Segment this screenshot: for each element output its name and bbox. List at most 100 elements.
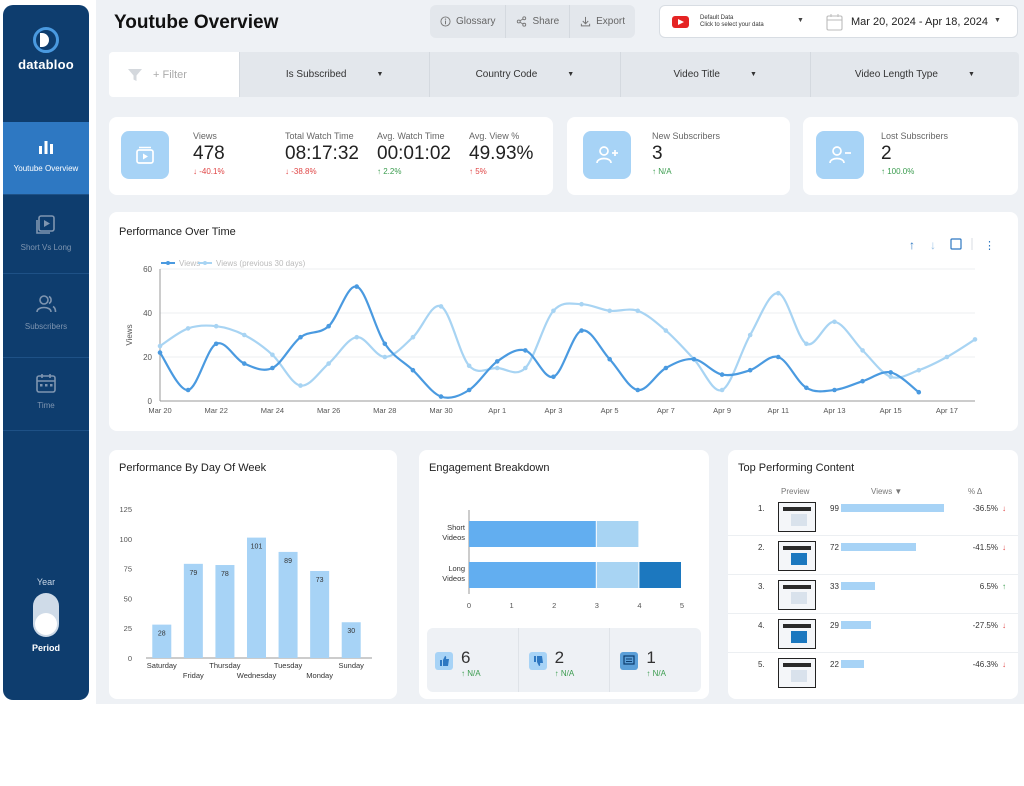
data-point[interactable] <box>298 383 303 388</box>
sort-descending-icon[interactable]: ↓ <box>930 238 936 252</box>
table-row[interactable]: 5. 22 -46.3% ↓ <box>728 658 1018 692</box>
data-point[interactable] <box>494 365 500 371</box>
video-thumbnail[interactable] <box>778 502 816 532</box>
data-point[interactable] <box>157 350 163 355</box>
bar[interactable] <box>278 551 298 658</box>
data-point[interactable] <box>860 378 865 384</box>
filter-is-subscribed[interactable]: Is Subscribed ▼ <box>239 52 430 97</box>
data-point[interactable] <box>579 328 584 333</box>
caret-down-icon[interactable]: ▼ <box>994 17 1001 24</box>
data-point[interactable] <box>185 387 191 393</box>
stacked-bar-segment[interactable] <box>469 521 596 547</box>
sidebar-item-youtube-overview[interactable]: Youtube Overview <box>3 122 89 194</box>
data-point[interactable] <box>242 332 247 338</box>
toggle-switch[interactable] <box>33 593 59 637</box>
column-header-pct[interactable]: % Δ <box>968 487 983 496</box>
data-point[interactable] <box>438 304 444 309</box>
data-point[interactable] <box>888 370 893 375</box>
data-point[interactable] <box>832 319 837 325</box>
share-button[interactable]: Share <box>506 5 571 38</box>
add-filter-button[interactable]: + Filter <box>109 52 239 97</box>
data-point[interactable] <box>916 367 922 373</box>
data-point[interactable] <box>832 387 837 393</box>
video-thumbnail[interactable] <box>778 619 816 649</box>
column-header-views[interactable]: Views ▼ <box>871 487 902 496</box>
toggle-knob[interactable] <box>35 613 57 635</box>
stacked-bar-segment[interactable] <box>639 562 681 588</box>
bar[interactable] <box>183 563 203 658</box>
data-point[interactable] <box>607 308 612 314</box>
data-point[interactable] <box>438 394 444 399</box>
bar[interactable] <box>152 624 172 658</box>
filter-country-code[interactable]: Country Code ▼ <box>429 52 620 97</box>
data-point[interactable] <box>916 389 922 395</box>
sidebar-item-short-vs-long[interactable]: Short Vs Long <box>3 199 89 271</box>
stacked-bar-segment[interactable] <box>596 562 639 588</box>
data-point[interactable] <box>523 348 528 353</box>
data-point[interactable] <box>494 359 500 364</box>
data-point[interactable] <box>466 363 472 369</box>
data-point[interactable] <box>719 372 725 377</box>
data-point[interactable] <box>270 352 275 358</box>
export-button[interactable]: Export <box>570 5 635 38</box>
data-point[interactable] <box>860 348 865 353</box>
data-point[interactable] <box>157 343 163 349</box>
stacked-bar-segment[interactable] <box>469 562 596 588</box>
bar[interactable] <box>310 570 330 658</box>
data-point[interactable] <box>466 387 472 393</box>
data-point[interactable] <box>775 354 781 360</box>
column-header-preview[interactable]: Preview <box>781 487 810 496</box>
more-options-icon[interactable]: ⋮ <box>984 240 995 252</box>
data-point[interactable] <box>523 365 528 371</box>
data-point[interactable] <box>551 308 556 314</box>
data-point[interactable] <box>382 354 388 360</box>
date-range-picker[interactable]: Mar 20, 2024 - Apr 18, 2024 <box>851 16 988 28</box>
data-point[interactable] <box>747 332 753 338</box>
bar[interactable] <box>341 622 361 658</box>
chart-edit-icon[interactable] <box>950 238 962 250</box>
data-point[interactable] <box>804 385 809 391</box>
data-point[interactable] <box>354 334 360 340</box>
bar[interactable] <box>215 565 235 658</box>
video-thumbnail[interactable] <box>778 541 816 571</box>
data-point[interactable] <box>213 323 219 329</box>
video-thumbnail[interactable] <box>778 658 816 688</box>
data-point[interactable] <box>326 323 331 329</box>
data-point[interactable] <box>775 290 781 296</box>
table-row[interactable]: 2. 72 -41.5% ↓ <box>728 541 1018 575</box>
table-row[interactable]: 4. 29 -27.5% ↓ <box>728 619 1018 653</box>
data-point[interactable] <box>719 387 725 393</box>
stacked-bar-segment[interactable] <box>596 521 639 547</box>
data-point[interactable] <box>635 387 641 393</box>
data-point[interactable] <box>888 374 893 380</box>
data-point[interactable] <box>691 356 697 362</box>
legend-label[interactable]: Views (previous 30 days) <box>216 259 306 268</box>
data-source-selector[interactable]: Default Data Click to select your data <box>700 15 764 29</box>
data-point[interactable] <box>382 341 388 347</box>
filter-video-length-type[interactable]: Video Length Type ▼ <box>809 52 1019 97</box>
data-point[interactable] <box>551 374 556 380</box>
data-point[interactable] <box>579 301 584 307</box>
data-point[interactable] <box>410 334 416 340</box>
bar[interactable] <box>247 537 266 658</box>
data-point[interactable] <box>270 365 275 371</box>
sidebar-item-time[interactable]: Time <box>3 357 89 429</box>
data-point[interactable] <box>747 367 753 373</box>
data-point[interactable] <box>804 341 809 347</box>
data-point[interactable] <box>354 284 360 289</box>
video-thumbnail[interactable] <box>778 580 816 610</box>
data-point[interactable] <box>213 341 219 347</box>
data-point[interactable] <box>298 334 303 340</box>
data-point[interactable] <box>410 367 416 373</box>
data-point[interactable] <box>663 365 669 371</box>
data-point[interactable] <box>944 354 950 360</box>
table-row[interactable]: 3. 33 6.5% ↑ <box>728 580 1018 614</box>
data-point[interactable] <box>663 328 669 333</box>
table-row[interactable]: 1. 99 -36.5% ↓ <box>728 502 1018 536</box>
caret-down-icon[interactable]: ▼ <box>797 17 804 24</box>
data-point[interactable] <box>635 308 641 314</box>
legend-label[interactable]: Views <box>179 259 200 268</box>
data-point[interactable] <box>972 337 978 342</box>
brand-logo[interactable]: databloo <box>3 27 89 72</box>
filter-video-title[interactable]: Video Title ▼ <box>619 52 810 97</box>
